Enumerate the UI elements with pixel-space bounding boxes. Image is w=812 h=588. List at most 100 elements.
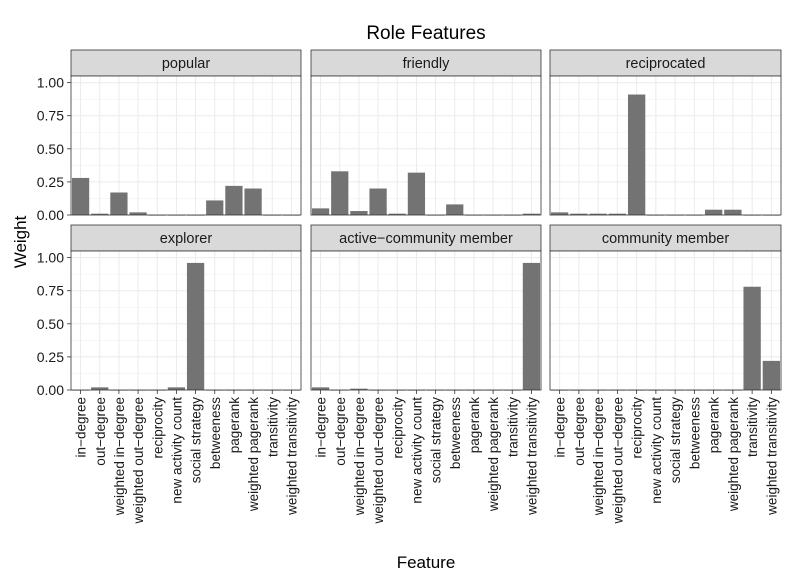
x-tick-label: betweeness bbox=[448, 397, 463, 469]
bar bbox=[369, 188, 387, 215]
facet-strip-label: popular bbox=[162, 56, 211, 72]
y-tick-label: 1.00 bbox=[37, 75, 64, 91]
bar bbox=[407, 172, 426, 215]
x-tick-label: out−degree bbox=[93, 397, 108, 466]
bar bbox=[91, 387, 109, 390]
x-tick-label: weighted pagerank bbox=[486, 397, 501, 512]
x-tick-label: betweeness bbox=[208, 397, 223, 469]
bar bbox=[608, 213, 627, 215]
plot-background bbox=[550, 76, 781, 215]
facet-panel: explorer 0.00 0.25 0.50 0.75 1.00 in−degree out… bbox=[37, 224, 302, 524]
bar bbox=[762, 360, 781, 390]
x-tick-label: weighted in−degree bbox=[112, 397, 127, 516]
bar bbox=[522, 262, 541, 390]
y-tick-label: 0.25 bbox=[37, 349, 64, 365]
bar bbox=[110, 192, 128, 215]
facet-strip-label: community member bbox=[602, 231, 729, 247]
x-tick-label: transitivity bbox=[745, 397, 760, 457]
bar bbox=[446, 204, 464, 215]
x-tick-label: new activity count bbox=[169, 397, 184, 504]
x-tick-label: social strategy bbox=[429, 397, 444, 484]
x-tick-label: weighted in−degree bbox=[352, 397, 367, 516]
panel-border bbox=[549, 250, 782, 391]
x-tick-label: new activity count bbox=[409, 397, 424, 504]
y-tick-label: 0.00 bbox=[37, 207, 64, 223]
bar bbox=[206, 200, 224, 215]
x-tick-label: weighted out−degree bbox=[131, 397, 146, 524]
bar bbox=[311, 208, 330, 215]
bar bbox=[244, 188, 262, 215]
plot-background bbox=[311, 251, 541, 390]
x-tick-label: betweeness bbox=[687, 397, 702, 469]
x-tick-label: out−degree bbox=[572, 397, 587, 466]
facet-panel: friendly bbox=[310, 49, 542, 216]
bar bbox=[129, 212, 147, 215]
x-tick-label: pagerank bbox=[467, 397, 482, 454]
facet-strip bbox=[70, 224, 302, 252]
panel-border bbox=[310, 75, 542, 216]
bar bbox=[522, 213, 541, 215]
bar bbox=[331, 171, 349, 215]
facet-panel: reciprocated bbox=[549, 49, 782, 216]
bar bbox=[570, 213, 588, 215]
bar bbox=[225, 185, 243, 215]
x-tick-label: weighted in−degree bbox=[591, 397, 606, 516]
x-tick-label: transitivity bbox=[265, 397, 280, 457]
x-tick-label: new activity count bbox=[649, 397, 664, 504]
facet-panel: popular 0.00 0.25 0.50 0.75 1.00 bbox=[37, 49, 302, 223]
x-tick-label: weighted transitivity bbox=[524, 397, 539, 516]
chart-title: Role Features bbox=[366, 23, 485, 44]
x-tick-label: weighted out−degree bbox=[610, 397, 625, 524]
facet-panels: popular 0.00 0.25 0.50 0.75 1.00 friendly recip… bbox=[37, 49, 782, 524]
facet-strip bbox=[549, 224, 782, 252]
bar bbox=[91, 213, 109, 215]
x-axis-label: Feature bbox=[397, 553, 456, 572]
y-axis-label: Weight bbox=[11, 215, 30, 268]
y-tick-label: 1.00 bbox=[37, 250, 64, 266]
facet-strip bbox=[70, 49, 302, 77]
bar bbox=[350, 211, 368, 215]
facet-strip-label: explorer bbox=[160, 231, 213, 247]
bar bbox=[350, 388, 368, 390]
plot-background bbox=[71, 76, 301, 215]
facet-panel: active−community member in−degree out−degr… bbox=[310, 224, 542, 524]
facet-strip bbox=[310, 224, 542, 252]
x-tick-label: reciprocity bbox=[390, 397, 405, 459]
bar bbox=[186, 262, 205, 390]
x-tick-label: in−degree bbox=[314, 397, 329, 457]
x-tick-label: pagerank bbox=[227, 397, 242, 454]
facet-panel: community member in−degree out−degree weigh… bbox=[549, 224, 782, 524]
bar bbox=[589, 213, 607, 215]
y-tick-label: 0.00 bbox=[37, 382, 64, 398]
facet-strip-label: reciprocated bbox=[626, 56, 706, 72]
x-tick-label: weighted pagerank bbox=[726, 397, 741, 512]
panel-border bbox=[549, 75, 782, 216]
bar bbox=[167, 387, 186, 390]
facet-strip-label: friendly bbox=[403, 56, 450, 72]
facet-strip bbox=[549, 49, 782, 77]
x-tick-label: weighted transitivity bbox=[284, 397, 299, 516]
x-tick-label: out−degree bbox=[333, 397, 348, 466]
bar bbox=[743, 286, 761, 390]
x-tick-label: pagerank bbox=[707, 397, 722, 454]
facet-strip-label: active−community member bbox=[339, 231, 513, 247]
x-tick-label: reciprocity bbox=[150, 397, 165, 459]
y-tick-label: 0.75 bbox=[37, 108, 64, 124]
x-tick-label: weighted transitivity bbox=[764, 397, 779, 516]
bar bbox=[627, 94, 646, 215]
bar bbox=[71, 177, 90, 215]
panel-border bbox=[70, 250, 302, 391]
x-tick-label: social strategy bbox=[189, 397, 204, 484]
bar bbox=[311, 387, 330, 390]
bar bbox=[550, 212, 569, 215]
plot-background bbox=[71, 251, 301, 390]
y-tick-label: 0.50 bbox=[37, 141, 64, 157]
y-tick-label: 0.75 bbox=[37, 283, 64, 299]
panel-border bbox=[310, 250, 542, 391]
x-tick-label: reciprocity bbox=[630, 397, 645, 459]
x-tick-label: in−degree bbox=[74, 397, 89, 457]
bar bbox=[704, 209, 723, 215]
facet-strip bbox=[310, 49, 542, 77]
y-tick-label: 0.50 bbox=[37, 316, 64, 332]
